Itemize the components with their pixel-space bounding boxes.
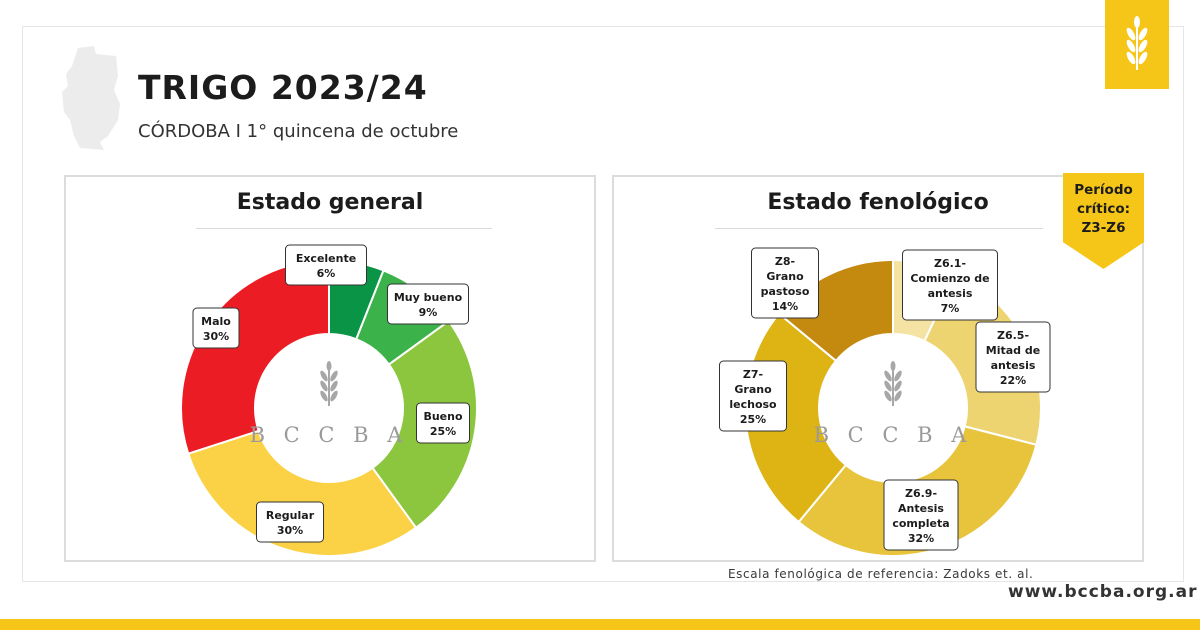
- svg-text:7%: 7%: [941, 302, 960, 315]
- bottom-accent-bar: [0, 619, 1200, 630]
- slice-label: Malo 30%: [192, 307, 240, 349]
- svg-text:Grano: Grano: [734, 383, 772, 396]
- slice-label: Z6.1- Comienzo de antesis 7%: [902, 249, 998, 321]
- svg-text:Muy bueno: Muy bueno: [394, 291, 463, 304]
- cordoba-province-map-icon: [62, 46, 120, 150]
- svg-text:32%: 32%: [908, 532, 934, 545]
- wheat-icon: [1126, 16, 1148, 70]
- svg-text:Excelente: Excelente: [296, 252, 356, 265]
- slice-label: Z6.5- Mitad de antesis 22%: [975, 321, 1051, 393]
- panel-estado-fenologico: Estado fenológico B C C B A Z6.1- Comienzo…: [612, 175, 1144, 562]
- slice-label: Z8- Grano pastoso 14%: [751, 247, 819, 319]
- svg-text:Z8-: Z8-: [775, 255, 795, 268]
- donut-chart-estado-fenologico: B C C B A Z6.1- Comienzo de antesis 7% Z6.5- M…: [719, 247, 1051, 557]
- wheat-icon: [320, 361, 338, 406]
- page-subtitle: CÓRDOBA I 1° quincena de octubre: [138, 121, 459, 142]
- svg-text:Malo: Malo: [201, 315, 231, 328]
- svg-text:30%: 30%: [277, 524, 303, 537]
- title-divider: [196, 228, 492, 229]
- page-title: TRIGO 2023/24: [138, 68, 428, 107]
- svg-text:Grano: Grano: [766, 270, 804, 283]
- panel-estado-general: Estado general B C C B A Excelente 6% Muy b…: [64, 175, 596, 562]
- donut-slice: [186, 429, 418, 557]
- svg-text:14%: 14%: [772, 300, 798, 313]
- svg-text:22%: 22%: [1000, 374, 1026, 387]
- svg-text:Z6.9-: Z6.9-: [905, 487, 937, 500]
- svg-text:30%: 30%: [203, 330, 229, 343]
- svg-text:Z6.1-: Z6.1-: [934, 257, 966, 270]
- svg-text:Mitad de: Mitad de: [986, 344, 1040, 357]
- critical-period-line: crítico:: [1076, 201, 1131, 217]
- svg-text:completa: completa: [892, 517, 949, 530]
- svg-text:Antesis: Antesis: [898, 502, 944, 515]
- slice-label: Muy bueno 9%: [387, 283, 469, 325]
- center-logo-text: B C C B A: [814, 423, 973, 447]
- critical-period-line: Período: [1074, 182, 1133, 198]
- svg-text:6%: 6%: [317, 267, 336, 280]
- svg-text:antesis: antesis: [928, 287, 973, 300]
- wheat-icon: [884, 361, 902, 406]
- critical-period-line: Z3-Z6: [1081, 220, 1126, 236]
- title-divider: [715, 228, 1043, 229]
- svg-text:25%: 25%: [430, 425, 456, 438]
- svg-text:Z6.5-: Z6.5-: [997, 329, 1029, 342]
- slice-label: Z6.9- Antesis completa 32%: [883, 479, 959, 551]
- slice-label: Excelente 6%: [285, 244, 367, 286]
- brand-badge: [1105, 0, 1169, 89]
- svg-text:25%: 25%: [740, 413, 766, 426]
- svg-text:Bueno: Bueno: [423, 410, 463, 423]
- svg-text:lechoso: lechoso: [729, 398, 777, 411]
- slice-label: Bueno 25%: [416, 402, 470, 444]
- svg-text:Regular: Regular: [266, 509, 315, 522]
- svg-text:9%: 9%: [419, 306, 438, 319]
- scale-reference-note: Escala fenológica de referencia: Zadoks …: [728, 567, 1034, 581]
- chart-title: Estado general: [236, 190, 424, 215]
- slice-label: Z7- Grano lechoso 25%: [719, 360, 787, 432]
- svg-text:Z7-: Z7-: [743, 368, 763, 381]
- website-link[interactable]: www.bccba.org.ar: [1008, 582, 1198, 602]
- svg-text:antesis: antesis: [991, 359, 1036, 372]
- svg-text:Comienzo de: Comienzo de: [910, 272, 989, 285]
- center-logo-text: B C C B A: [250, 423, 409, 447]
- slice-label: Regular 30%: [256, 501, 324, 543]
- chart-title: Estado fenológico: [767, 190, 989, 215]
- svg-text:pastoso: pastoso: [761, 285, 810, 298]
- outer-frame: [22, 26, 1184, 582]
- donut-chart-estado-general: B C C B A Excelente 6% Muy bueno 9% Bueno 25% R…: [180, 244, 478, 557]
